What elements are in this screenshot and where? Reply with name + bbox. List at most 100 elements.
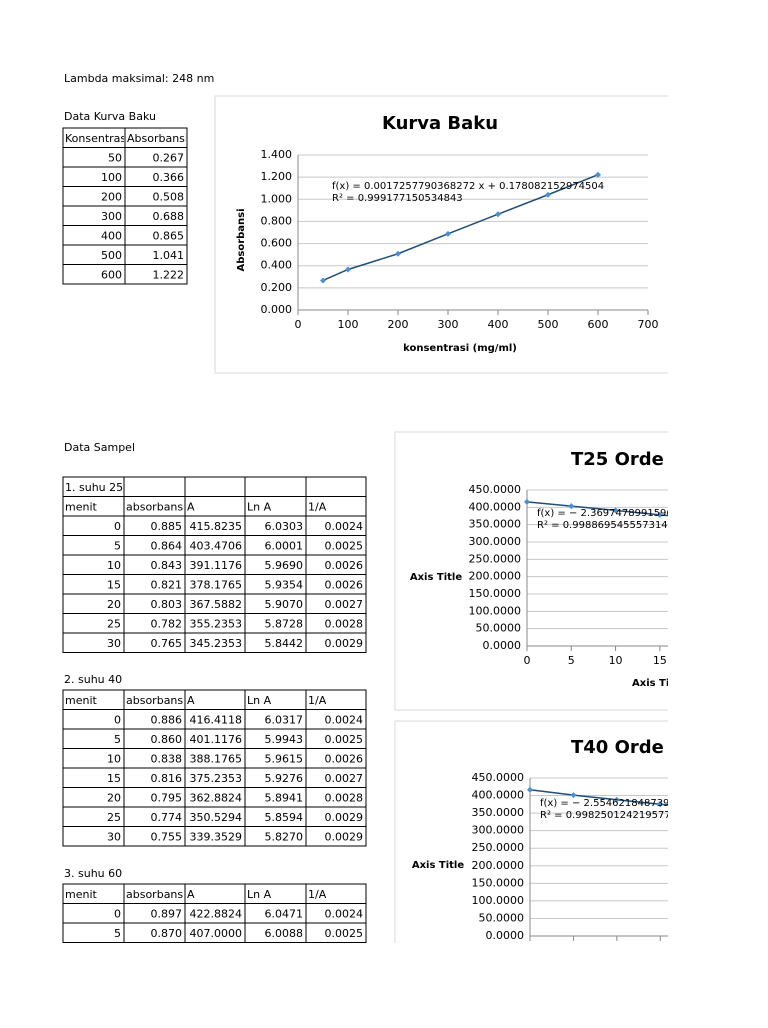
data-point <box>320 277 326 284</box>
table-cell <box>305 826 367 847</box>
data-point <box>345 266 351 273</box>
section-title: Data Sampel <box>64 441 135 454</box>
data-point <box>656 511 663 518</box>
cell-text: 50 <box>108 151 122 164</box>
chart-title: T40 Orde 0 <box>571 737 683 758</box>
cell-text: 5.8442 <box>265 637 304 650</box>
cell-text: 0.0028 <box>325 617 364 630</box>
cell-text: 5.9354 <box>265 578 304 591</box>
cell-text: 0.803 <box>151 598 183 611</box>
table-cell <box>305 476 367 497</box>
cell-text: 5.9070 <box>265 598 304 611</box>
y-tick-label: 0.0000 <box>486 929 525 942</box>
x-tick-label: 0 <box>527 944 534 957</box>
x-tick-label: 0 <box>524 654 531 667</box>
trendline-annotation: f(x) = − 2.55462184873949 <box>540 798 682 809</box>
cell-text: 388.1765 <box>190 752 243 765</box>
cell-text: 0.0025 <box>325 733 364 746</box>
x-tick-label: 10 <box>609 654 623 667</box>
table-title: Data Kurva Baku <box>64 110 156 123</box>
trendline-annotation: R² = 0.998869545557314 <box>537 520 668 531</box>
cell-text: 0.508 <box>153 190 185 203</box>
x-tick-label: 500 <box>538 318 559 331</box>
cell-text: 339.3529 <box>190 830 243 843</box>
cell-text: 367.5882 <box>190 598 243 611</box>
y-tick-label: 100.0000 <box>472 894 525 907</box>
cell-text: 1.222 <box>153 268 185 281</box>
y-tick-label: 0.600 <box>261 237 293 250</box>
header-cell-text: menit <box>65 500 98 513</box>
trendline-annotation: R² = 0.999177150534843 <box>332 193 463 204</box>
y-tick-label: 200.0000 <box>472 859 525 872</box>
header-cell-text: Konsentrasi <box>65 132 129 145</box>
y-tick-label: 200.0000 <box>469 570 522 583</box>
y-tick-label: 150.0000 <box>469 587 522 600</box>
trendline-annotation: R² = 0.998250124219577 <box>540 810 671 821</box>
table-title: 3. suhu 60 <box>64 867 122 880</box>
y-tick-label: 150.0000 <box>472 876 525 889</box>
cell-text: 500 <box>101 249 122 262</box>
x-axis-label: Axis Title <box>632 678 685 689</box>
cell-text: 15 <box>107 578 121 591</box>
cell-text: 400 <box>101 229 122 242</box>
table-title: 1. suhu 25 <box>65 481 123 494</box>
cell-text: 5.8594 <box>265 811 304 824</box>
y-tick-label: 450.0000 <box>469 483 522 496</box>
cell-text: 375.2353 <box>190 772 243 785</box>
cell-text: 6.0088 <box>265 927 304 940</box>
cell-text: 100 <box>101 171 122 184</box>
chart-frame <box>394 431 668 711</box>
cell-text: 0.366 <box>153 171 185 184</box>
x-tick-label: 15 <box>653 944 667 957</box>
x-tick-label: 5 <box>568 654 575 667</box>
y-tick-label: 0.0000 <box>483 639 522 652</box>
x-tick-label: 20 <box>697 654 711 667</box>
data-point <box>570 792 577 799</box>
header-cell-text: menit <box>65 888 98 901</box>
trendline-annotation: f(x) = − 2.36974789915966 <box>537 508 679 519</box>
table-cell <box>184 476 246 497</box>
y-tick-label: 350.0000 <box>472 806 525 819</box>
table-cell <box>244 476 307 497</box>
chart-frame <box>394 720 668 943</box>
x-axis-label: konsentrasi (mg/ml) <box>403 343 517 354</box>
cell-text: 0.0024 <box>325 907 364 920</box>
cell-text: 422.8824 <box>190 907 243 920</box>
table-title: 2. suhu 40 <box>64 673 122 686</box>
cell-text: 0.838 <box>151 752 183 765</box>
y-tick-label: 1.200 <box>261 170 293 183</box>
cell-text: 20 <box>107 791 121 804</box>
header-cell-text: absorbans <box>126 888 183 901</box>
x-tick-label: 20 <box>697 944 711 957</box>
cell-text: 5 <box>114 539 121 552</box>
y-tick-label: 400.0000 <box>469 500 522 513</box>
header-cell-text: Ln A <box>247 888 272 901</box>
cell-text: 0.774 <box>151 811 183 824</box>
data-point <box>524 498 530 505</box>
cell-text: 5.9276 <box>265 772 304 785</box>
data-point <box>701 806 707 812</box>
cell-text: 0.765 <box>151 637 183 650</box>
data-point <box>745 520 751 526</box>
x-tick-label: 600 <box>588 318 609 331</box>
y-tick-label: 300.0000 <box>472 824 525 837</box>
cell-text: 0.0029 <box>325 830 364 843</box>
header-cell-text: absorbans <box>126 500 183 513</box>
cell-text: 0 <box>114 520 121 533</box>
y-axis-label: Axis Title <box>410 572 463 583</box>
cell-text: 378.1765 <box>190 578 243 591</box>
cell-text: 5.9943 <box>265 733 304 746</box>
cell-text: 15 <box>107 772 121 785</box>
cell-text: 0.860 <box>151 733 183 746</box>
y-tick-label: 50.0000 <box>476 622 522 635</box>
header-cell-text: menit <box>65 694 98 707</box>
y-tick-label: 0.200 <box>261 281 293 294</box>
table-cell <box>124 264 188 285</box>
chart-title: Kurva Baku <box>382 113 498 134</box>
data-point <box>612 507 619 514</box>
y-tick-label: 50.0000 <box>479 911 525 924</box>
cell-text: 0.864 <box>151 539 183 552</box>
header-cell-text: A <box>187 500 195 513</box>
y-axis-label: Axis Title <box>412 860 465 871</box>
